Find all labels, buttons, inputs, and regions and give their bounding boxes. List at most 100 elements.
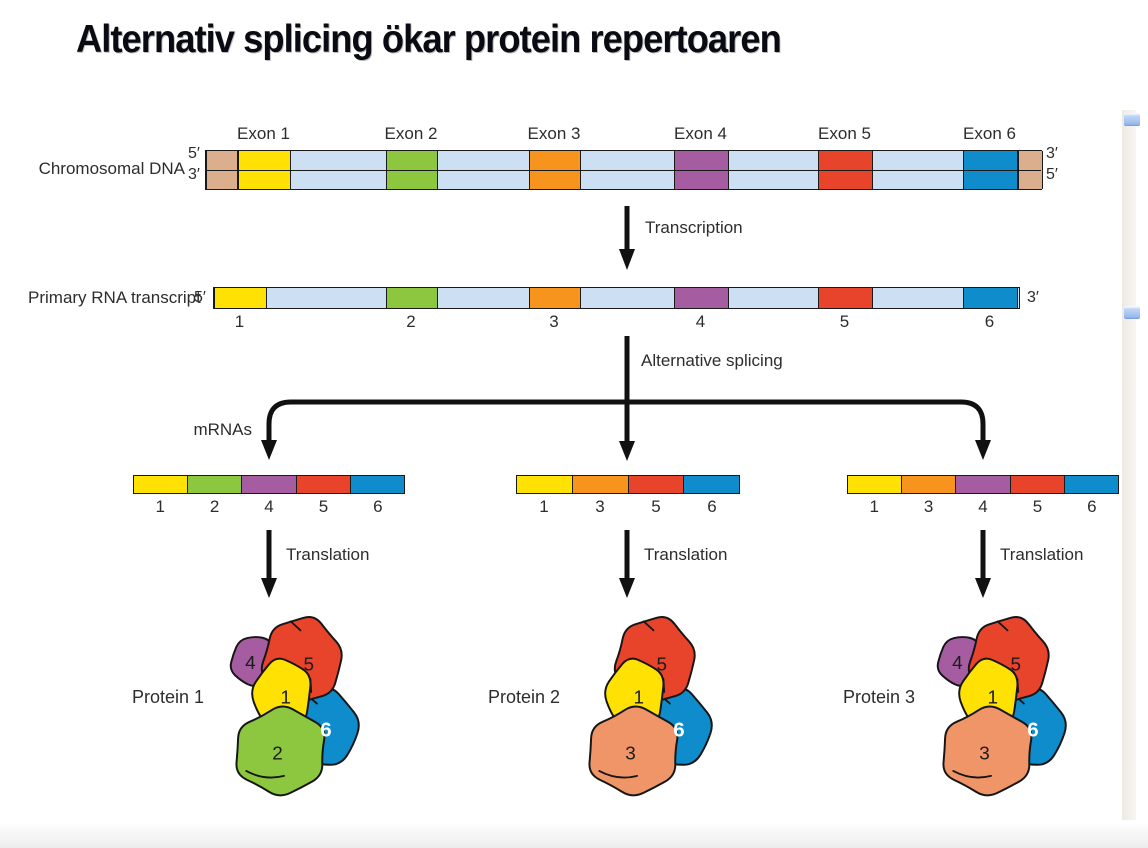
protein-subunit-number: 3: [979, 743, 990, 764]
exon-label: Exon 3: [527, 124, 581, 143]
translation-label-2: Translation: [644, 545, 728, 564]
mrna-bar-1: [133, 475, 406, 494]
subunit-crease: [952, 770, 992, 779]
mrna-exon-number: 4: [978, 497, 988, 516]
dna-left-5prime: 5′: [188, 145, 200, 162]
primary-rna-bar: [213, 287, 1020, 309]
transcription-label: Transcription: [645, 218, 743, 237]
protein-1-illustration: 4 6 51 2: [229, 616, 360, 797]
transcription-arrowhead: [619, 249, 635, 270]
mrna-numbers-1: 1 2 4 5 6: [133, 497, 405, 517]
mrna-exon-segment: [295, 475, 351, 494]
mrna-exon-number: 1: [155, 497, 165, 516]
protein-subunit-number: 5: [303, 655, 314, 676]
mrna-exon-segment: [516, 475, 573, 494]
rna-exon-number: 5: [839, 312, 850, 331]
rna-exon-segment: [963, 288, 1018, 308]
mrna-exon-number: 5: [651, 497, 661, 516]
mrna-bar-2: [516, 475, 740, 494]
protein-subunit-number: 5: [1010, 655, 1021, 676]
rna-exon-number: 6: [984, 312, 995, 331]
mrna-exon-segment: [187, 475, 243, 494]
mrna-numbers-2: 1 3 5 6: [516, 497, 740, 517]
subunit-crease: [245, 770, 285, 779]
protein-subunit-number: 1: [987, 688, 998, 709]
dna-right-3prime: 3′: [1046, 145, 1058, 162]
protein-subunit-number: 4: [952, 653, 963, 674]
mrna-exon-segment: [241, 475, 297, 494]
mrnas-label: mRNAs: [193, 420, 252, 439]
dna-strand-divider: [206, 170, 1041, 171]
mrna-bar-3: [847, 475, 1120, 494]
translation-arrowhead-1: [261, 578, 277, 598]
dna-right-5prime: 5′: [1046, 166, 1058, 183]
chromosomal-dna-bar: [205, 150, 1043, 190]
translation-arrowhead-3: [975, 578, 991, 598]
protein-subunit-number: 2: [272, 743, 283, 764]
mrna-exon-segment: [955, 475, 1011, 494]
protein-subunit-number: 5: [656, 655, 667, 676]
protein-3-illustration: 4 6 51 3: [936, 616, 1067, 797]
scrollbar-thumb-top[interactable]: [1124, 113, 1140, 126]
dna-left-3prime: 3′: [188, 166, 200, 183]
splicing-arrowhead-left: [261, 440, 277, 460]
protein-1-label: Protein 1: [131, 687, 204, 707]
mrna-exon-segment: [683, 475, 740, 494]
rna-exon-segment: [214, 288, 267, 308]
mrna-exon-segment: [901, 475, 957, 494]
mrna-exon-number: 4: [264, 497, 274, 516]
protein-subunit-number: 1: [280, 688, 291, 709]
mrna-exon-number: 5: [318, 497, 329, 516]
protein-subunit-number: 1: [633, 688, 644, 709]
exon-label: Exon 4: [674, 124, 727, 143]
mrna-exon-number: 6: [1087, 497, 1097, 516]
mrna-exon-segment: [1063, 475, 1120, 494]
protein-3-label: Protein 3: [842, 687, 915, 707]
splicing-arrowhead-right: [975, 440, 991, 460]
exon-label: Exon 2: [384, 124, 438, 143]
scrollbar-thumb-middle[interactable]: [1124, 306, 1140, 319]
rna-exon-segment: [674, 288, 729, 308]
rna-exon-number: 2: [406, 312, 416, 331]
page-title: Alternativ splicing ökar protein reperto…: [76, 18, 834, 62]
protein-subunit-number: 4: [245, 653, 256, 674]
exon-label: Exon 5: [818, 124, 871, 143]
mrna-exon-number: 2: [209, 497, 220, 516]
dna-row-label: Chromosomal DNA: [38, 159, 185, 178]
mrna-numbers-3: 1 3 4 5 6: [847, 497, 1119, 517]
mrna-exon-segment: [1009, 475, 1065, 494]
translation-arrowhead-2: [619, 578, 635, 598]
mrna-exon-number: 5: [1032, 497, 1043, 516]
subunit-crease: [996, 620, 1009, 632]
protein-subunit-number: 6: [1027, 718, 1038, 741]
rna-exon-segment: [529, 288, 581, 308]
mrna-exon-number: 1: [869, 497, 879, 516]
protein-subunit-3: [588, 705, 679, 797]
protein-subunit-3: [942, 705, 1033, 797]
subunit-crease: [642, 620, 655, 632]
protein-subunit-2: [235, 705, 326, 797]
mrna-exon-segment: [847, 475, 903, 494]
mrna-exon-segment: [627, 475, 685, 494]
subunit-crease: [598, 770, 638, 779]
scrollbar-track[interactable]: [1122, 110, 1140, 820]
splicing-arrowhead-center: [619, 441, 635, 461]
rna-exon-segment: [386, 288, 438, 308]
translation-label-1: Translation: [286, 545, 370, 564]
protein-2-label: Protein 2: [487, 687, 560, 707]
rna-3prime: 3′: [1027, 289, 1039, 306]
page-title-text: Alternativ splicing ökar protein reperto…: [76, 18, 782, 61]
mrna-exon-segment: [133, 475, 189, 494]
subunit-crease: [289, 620, 302, 632]
protein-2-illustration: 6 51 3: [588, 616, 713, 797]
rna-exon-number: 1: [234, 312, 245, 331]
protein-subunit-number: 6: [320, 718, 331, 741]
mrna-exon-number: 6: [373, 497, 383, 516]
protein-subunit-number: 6: [673, 718, 684, 741]
rna-exon-number: 3: [549, 312, 559, 331]
mrna-exon-number: 6: [707, 497, 717, 516]
mrna-exon-number: 1: [539, 497, 549, 516]
rna-5prime: 5′: [194, 289, 206, 306]
protein-subunit-number: 3: [625, 743, 636, 764]
